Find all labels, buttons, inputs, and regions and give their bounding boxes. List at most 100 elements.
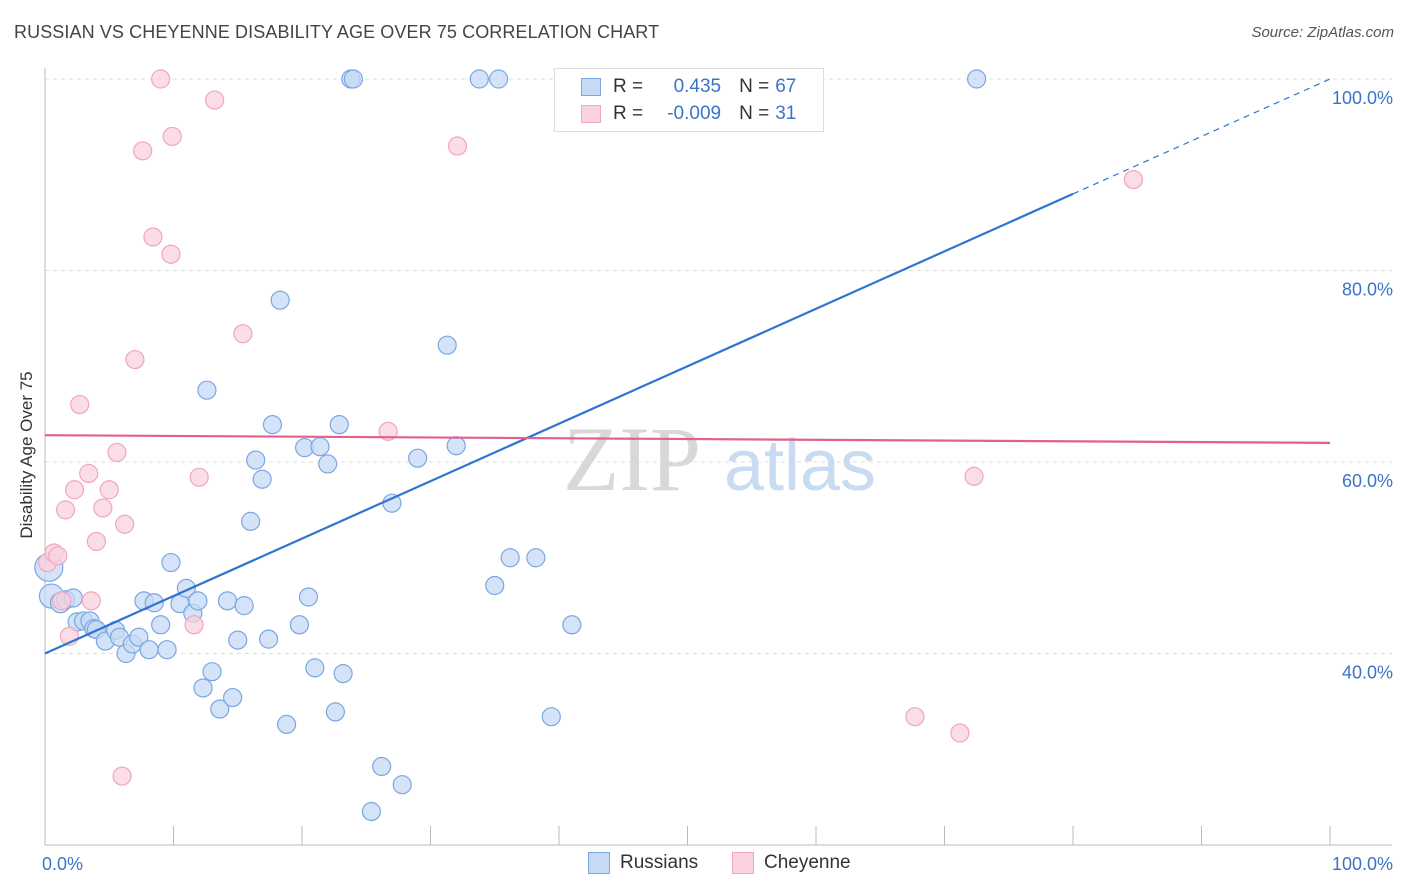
russians-point [485,575,505,596]
russians-point [241,511,261,531]
cheyenne-point [55,500,76,520]
y-axis-title: Disability Age Over 75 [17,371,36,539]
russians-point [318,454,338,474]
cheyenne-swatch [581,105,601,123]
russians-point [234,596,254,616]
x-tick-label: 0.0% [42,854,83,874]
cheyenne-point [905,707,925,727]
russians-point [298,587,319,607]
russians-point [446,436,466,456]
russians-point [217,591,238,611]
russians-point [437,335,457,355]
russians-point [562,615,582,635]
stats-row-cheyenne: R = -0.009 N = 31 [555,100,796,128]
russians-point [382,493,402,513]
russians-point [361,801,381,822]
russians-point [161,552,181,573]
russians-point [392,775,412,795]
label-layer: 40.0% 60.0% 80.0% 100.0% 0.0% 100.0% [42,88,1393,874]
watermark-atlas: atlas [724,426,876,506]
russians-trend-extension [1072,78,1331,195]
russians-point [129,627,149,647]
russians-point [157,640,177,660]
stats-row-russians: R = 0.435 N = 67 [555,73,796,101]
cheyenne-point [205,90,225,110]
cheyenne-point [81,591,101,611]
r-label: R = [613,76,644,97]
cheyenne-point [48,546,68,566]
russians-point [246,450,266,470]
cheyenne-point [184,615,204,635]
trend-layer [44,78,1331,655]
russians-legend-swatch [588,852,610,874]
russians-point [210,699,230,719]
russians-point [967,69,987,89]
russians-point [526,548,546,568]
cheyenne-point [233,324,253,344]
russians-point [252,469,272,489]
russians-point [305,658,325,678]
cheyenne-point [107,442,127,463]
axis-layer [44,68,1392,846]
legend-item-russians[interactable]: Russians [588,852,698,874]
n-value: 67 [775,76,797,97]
cheyenne-point [86,531,107,552]
cheyenne-point [143,227,163,247]
cheyenne-point [52,591,72,611]
russians-point [325,702,346,722]
source-credit: Source: ZipAtlas.com [1251,24,1394,41]
cheyenne-point [93,498,113,518]
russians-point [333,664,353,684]
cheyenne-point [64,480,85,500]
legend-item-cheyenne[interactable]: Cheyenne [732,852,851,874]
russians-point [188,591,208,611]
russians-point [469,69,489,89]
cheyenne-point [79,463,99,484]
cheyenne-point [162,126,182,147]
russians-point [489,69,509,89]
russians-point [139,640,159,660]
cheyenne-point [125,349,145,370]
cheyenne-point [964,466,984,486]
cheyenne-legend-label: Cheyenne [764,852,851,873]
cheyenne-point [378,421,398,441]
y-tick-label: 80.0% [1342,280,1393,300]
russians-point [270,290,290,310]
grid-layer [45,78,1392,654]
cheyenne-point [133,141,153,161]
cheyenne-legend-swatch [732,852,754,874]
cheyenne-point [70,394,90,415]
russians-point [500,548,520,568]
y-tick-label: 100.0% [1332,88,1393,108]
cheyenne-point [1123,169,1143,190]
n-label: N = [739,76,770,97]
chart-title: RUSSIAN VS CHEYENNE DISABILITY AGE OVER … [14,22,660,42]
russians-swatch [581,78,601,96]
russians-point [151,615,171,635]
russians-point [329,415,349,435]
watermark-layer: ZIP atlas [563,408,876,510]
russians-point [276,714,297,734]
stats-legend: R = 0.435 N = 67 R = -0.009 N = 31 [554,68,824,132]
russians-point [541,707,561,727]
russians-legend-label: Russians [620,852,699,873]
cheyenne-point [189,467,209,487]
russians-trend-line [44,192,1074,655]
cheyenne-point [99,480,119,500]
r-value: -0.009 [667,103,722,124]
russians-point [289,615,310,635]
cheyenne-point [447,136,468,156]
russians-point [193,678,213,698]
russians-point [258,629,279,649]
y-tick-label: 40.0% [1342,663,1393,683]
russians-point [262,415,283,435]
russians-point [228,630,248,650]
russians-point [197,380,217,400]
watermark-zip: ZIP [563,408,701,510]
r-value: 0.435 [673,76,722,97]
russians-point [202,662,222,682]
r-label: R = [613,103,644,124]
n-label: N = [739,103,770,124]
cheyenne-point [950,723,970,743]
